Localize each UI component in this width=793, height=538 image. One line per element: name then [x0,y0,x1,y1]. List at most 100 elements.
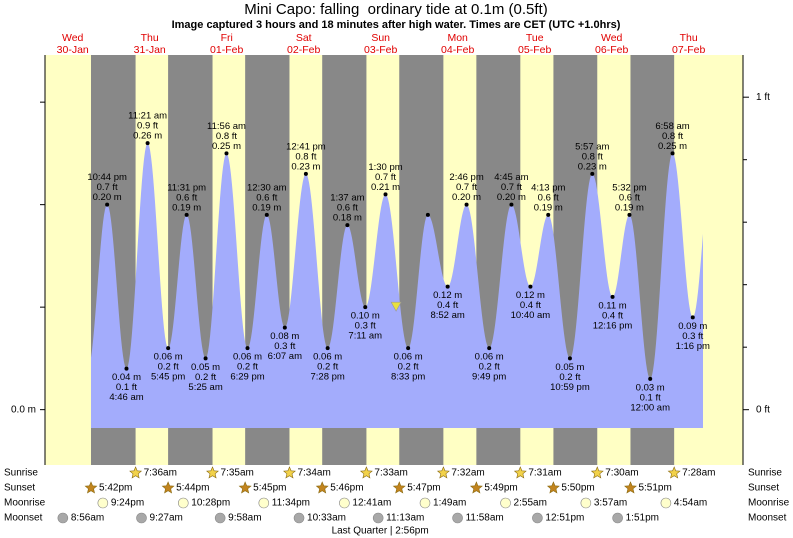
sunset-icon [392,481,406,494]
sunrise-time: 7:32am [451,468,484,479]
day-date: 30-Jan [57,44,89,56]
tide-label: 0.7 ft [97,182,118,193]
sunset-time: 5:46pm [330,483,363,494]
moonset-time: 11:58am [466,513,504,524]
sunset-icon [161,481,175,494]
sunset-icon [546,481,560,494]
moonrise-time: 3:57am [594,498,627,509]
tide-label: 0.19 m [252,202,281,213]
sunset-icon [238,481,252,494]
sunset-time: 5:50pm [561,483,594,494]
tide-point [282,325,287,330]
tide-label: 0.2 ft [195,372,216,383]
tide-label: 5:57 am [575,141,609,152]
tide-label: 0.7 ft [375,172,396,183]
row-label: Sunrise [4,468,38,479]
tide-label: 0.8 ft [216,131,237,142]
tide-point [464,202,469,207]
tide-label: 0.25 m [212,141,241,152]
sunset-icon [624,481,637,494]
y-tick-label: 0.0 m [11,404,36,415]
tide-label: 0.06 m [313,352,342,363]
tide-point [166,346,171,351]
moonrise-icon [660,497,672,509]
tide-point [383,192,388,197]
tide-label: 0.8 ft [582,151,603,162]
tide-label: 0.19 m [615,202,644,213]
sunrise-icon [590,466,604,479]
tide-label: 0.12 m [516,290,545,301]
tide-point [105,202,110,207]
tide-label: 0.4 ft [520,300,541,311]
day-date: 07-Feb [672,44,705,56]
moonset-time: 8:56am [71,513,104,524]
tide-label: 0.06 m [233,352,262,363]
tide-label: 0.05 m [191,362,220,373]
y2-tick-label: 1 ft [756,92,770,103]
tide-label: 0.03 m [636,382,665,393]
day-date: 31-Jan [134,44,166,56]
tide-label: 5:25 am [188,382,222,393]
tide-label: 10:40 am [511,310,551,321]
tide-label: 11:56 am [207,121,246,132]
tide-label: 0.2 ft [158,362,179,373]
tide-label: 0.6 ft [619,192,640,203]
tide-label: 1:30 pm [368,162,402,173]
tide-label: 8:52 am [430,310,464,321]
sunrise-icon [667,466,681,479]
moonrise-icon [177,497,189,509]
tide-label: 11:31 pm [167,182,206,193]
tide-point [610,294,615,299]
tide-point [145,141,150,146]
tide-point [670,151,675,156]
tide-label: 0.1 ft [116,382,137,393]
moonrise-icon [339,497,350,509]
tide-label: 0.11 m [598,300,626,311]
tide-label: 0.26 m [133,131,162,142]
tide-label: 0.08 m [270,331,299,342]
moonset-icon [136,512,147,524]
sunrise-icon [513,466,527,479]
day-date: 02-Feb [287,44,320,56]
tide-point [363,305,368,310]
tide-label: 0.4 ft [602,310,623,321]
sunrise-icon [359,466,373,479]
sunrise-icon [283,466,296,479]
tide-label: 10:59 pm [550,382,590,393]
moonrise-time: 1:49am [433,498,466,509]
sunrise-icon [206,466,219,479]
tide-label: 0.6 ft [256,192,277,203]
day-name: Tue [526,32,544,44]
tide-label: 0.7 ft [501,182,522,193]
tide-label: 4:46 am [109,392,143,403]
day-name: Fri [221,32,233,44]
moonrise-icon [258,497,270,509]
tide-label: 0.09 m [678,321,707,332]
tide-label: 0.21 m [371,182,400,193]
tide-label: 0.3 ft [274,341,295,352]
row-label: Moonset [748,513,787,524]
moonset-icon [532,512,543,524]
tide-label: 6:29 pm [230,372,264,383]
sunrise-time: 7:30am [605,468,638,479]
tide-point [567,356,572,361]
tide-label: 0.8 ft [295,151,316,162]
tide-label: 5:45 pm [151,372,185,383]
tide-label: 0.20 m [497,192,526,203]
tide-point [303,171,308,176]
day-name: Mon [447,32,468,44]
tide-label: 4:45 am [494,172,528,183]
tide-label: 1:37 am [330,193,364,204]
day-name: Wed [601,32,623,44]
row-label: Sunset [4,483,35,494]
tide-point [487,346,492,351]
row-label: Moonrise [748,498,790,509]
tide-point [528,284,533,289]
tide-label: 0.3 ft [355,321,376,332]
tide-label: 11:21 am [128,111,167,122]
tide-point [245,346,250,351]
tide-point [406,346,411,351]
tide-label: 0.23 m [291,161,320,172]
tide-point [546,212,551,217]
tide-label: 0.2 ft [317,362,338,373]
